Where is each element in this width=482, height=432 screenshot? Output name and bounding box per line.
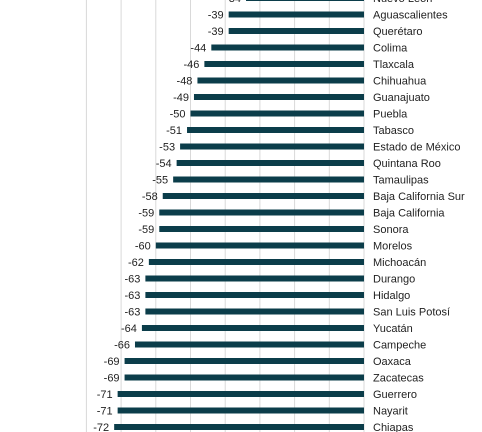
value-label: -48 [177, 76, 193, 88]
value-label: -54 [156, 158, 172, 170]
value-label: -62 [128, 257, 144, 269]
category-label: Querétaro [373, 26, 423, 38]
value-label: -63 [124, 274, 140, 286]
category-label: Chiapas [373, 422, 414, 432]
category-label: Puebla [373, 109, 408, 121]
gridlines [85, 0, 365, 432]
bar [228, 11, 364, 18]
category-label: Guanajuato [373, 92, 430, 104]
category-label: Nayarit [373, 406, 408, 418]
bar [117, 407, 364, 414]
value-label: -66 [114, 340, 130, 352]
value-label: -71 [97, 406, 113, 418]
value-label: -34 [225, 0, 241, 5]
value-label: -58 [142, 191, 158, 203]
bars [114, 0, 364, 430]
bar [155, 242, 364, 249]
bar [145, 308, 364, 315]
value-label: -72 [93, 422, 109, 432]
category-label: Baja California [373, 208, 445, 220]
category-label: Estado de México [373, 142, 460, 154]
bar [145, 275, 364, 282]
bar [180, 143, 364, 150]
bar [176, 160, 364, 166]
bar [159, 226, 364, 232]
category-label: Durango [373, 274, 415, 286]
bar [193, 94, 364, 100]
bar [197, 77, 364, 84]
bar [211, 44, 364, 51]
bar [246, 0, 364, 1]
bar [141, 325, 364, 331]
category-label: Quintana Roo [373, 158, 441, 170]
bar [228, 28, 364, 34]
category-label: Guerrero [373, 389, 417, 401]
value-label: -49 [173, 92, 189, 104]
category-label: Zacatecas [373, 373, 424, 385]
bar [145, 292, 364, 298]
value-label: -69 [104, 356, 120, 368]
value-label: -69 [104, 373, 120, 385]
value-label: -46 [183, 59, 199, 71]
category-label: Colima [373, 43, 408, 55]
bar [187, 127, 364, 133]
category-label: Yucatán [373, 323, 413, 335]
category-label: Tabasco [373, 125, 414, 137]
bar [190, 110, 364, 117]
value-label: -64 [121, 323, 137, 335]
bar [173, 176, 364, 183]
value-labels: -34-39-39-44-46-48-49-50-51-53-54-55-58-… [93, 0, 241, 432]
value-label: -51 [166, 125, 182, 137]
value-label: -39 [208, 10, 224, 22]
category-label: Chihuahua [373, 76, 427, 88]
category-label: Sonora [373, 224, 409, 236]
bar [134, 341, 364, 348]
value-label: -53 [159, 142, 175, 154]
category-label: Oaxaca [373, 356, 412, 368]
value-label: -55 [152, 175, 168, 187]
value-label: -71 [97, 389, 113, 401]
value-label: -63 [124, 307, 140, 319]
bar [124, 374, 364, 381]
bar [148, 259, 364, 265]
category-label: Baja California Sur [373, 191, 465, 203]
bar [162, 193, 364, 199]
category-label: San Luis Potosí [373, 307, 450, 319]
category-label: Aguascalientes [373, 10, 448, 22]
category-label: Morelos [373, 241, 413, 253]
bar [204, 61, 364, 67]
category-label: Michoacán [373, 257, 426, 269]
bar [159, 209, 364, 216]
category-label: Nuevo León [373, 0, 432, 5]
value-label: -39 [208, 26, 224, 38]
value-label: -60 [135, 241, 151, 253]
category-label: Tlaxcala [373, 59, 415, 71]
value-label: -50 [170, 109, 186, 121]
value-label: -59 [138, 208, 154, 220]
category-label: Campeche [373, 340, 426, 352]
category-label: Hidalgo [373, 290, 410, 302]
value-label: -63 [124, 290, 140, 302]
category-label: Tamaulipas [373, 175, 429, 187]
category-labels: Nuevo León Aguascalientes Querétaro Colima T… [373, 0, 465, 432]
value-label: -44 [190, 43, 206, 55]
bar [114, 424, 364, 430]
value-label: -59 [138, 224, 154, 236]
bar [124, 358, 364, 364]
bar [117, 391, 364, 397]
